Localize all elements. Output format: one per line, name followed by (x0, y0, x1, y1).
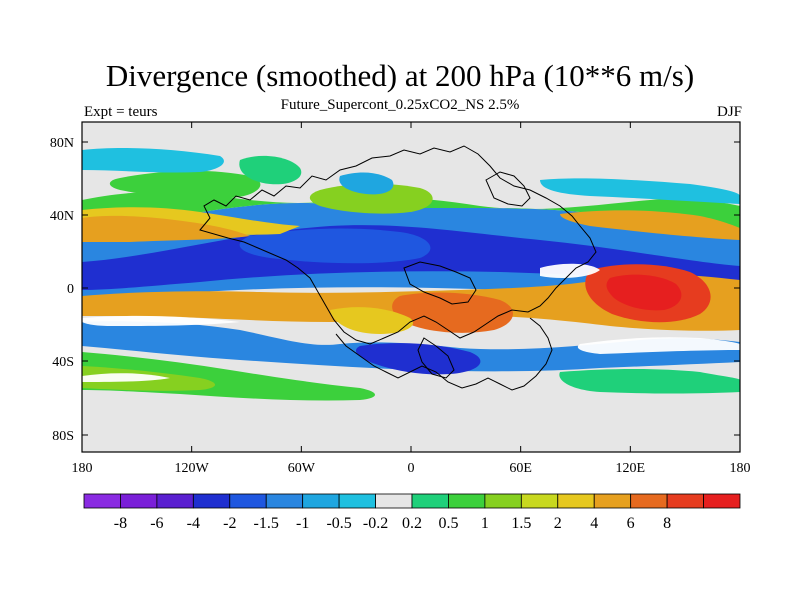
field-white-channel-4 (82, 373, 170, 382)
colorbar-swatch (83, 493, 121, 509)
chart-title: Divergence (smoothed) at 200 hPa (10**6 … (105, 58, 695, 93)
field-white-channel-2 (577, 337, 740, 354)
colorbar-swatch (120, 493, 158, 509)
map-panel: 80N 40N 0 40S 80S 180 120W 60W 0 60E 120E 180 (50, 121, 751, 476)
field-patch-blue-n (540, 178, 740, 204)
field-south-green-east (559, 369, 740, 394)
colorbar-swatch (411, 493, 449, 509)
season-label: DJF (716, 104, 742, 120)
lat-tick-label: 80S (52, 429, 74, 444)
colorbar-label: 0.5 (438, 515, 458, 532)
colorbar-label: 0.2 (402, 515, 422, 532)
field-north-orange-west (82, 215, 250, 242)
colorbar-swatch (703, 493, 741, 509)
colorbar-label: 8 (663, 515, 671, 532)
colorbar-label: -1.5 (254, 515, 279, 532)
colorbar-label: -6 (150, 515, 163, 532)
colorbar: -8 -6 -4 -2 -1.5 -1 -0.5 -0.2 0.2 0.5 1 1.5 2 4 6 8 (83, 493, 741, 532)
colorbar-label: 1 (481, 515, 489, 532)
coastlines (199, 145, 597, 391)
colorbar-label: -0.2 (363, 515, 388, 532)
field-white-channel-1 (82, 315, 240, 326)
lon-tick-label: 180 (72, 461, 93, 476)
lon-tick-label: 120W (175, 461, 210, 476)
colorbar-label: -2 (223, 515, 236, 532)
field-south-yellow-central (330, 307, 414, 334)
colorbar-swatch (448, 493, 486, 509)
lon-tick-label: 180 (730, 461, 751, 476)
field-south-darkred-east (606, 274, 682, 311)
lon-tick-label: 60W (288, 461, 316, 476)
chart-subtitle: Future_Supercont_0.25xCO2_NS 2.5% (280, 97, 520, 113)
field-patch-green-2 (309, 183, 433, 214)
colorbar-swatch (229, 493, 267, 509)
field-south-red-central (392, 292, 513, 333)
colorbar-swatch (484, 493, 522, 509)
colorbar-swatch (666, 493, 704, 509)
field-south-deep-blue (355, 343, 481, 375)
colorbar-swatch (302, 493, 340, 509)
colorbar-swatch (375, 493, 413, 509)
colorbar-label: 1.5 (511, 515, 531, 532)
longitude-axis: 180 120W 60W 0 60E 120E 180 (72, 122, 751, 476)
lon-tick-label: 60E (509, 461, 532, 476)
coastline-inlet-1 (403, 261, 477, 305)
colorbar-label: -1 (296, 515, 309, 532)
field-patch-blue-nc (339, 172, 394, 195)
lat-tick-label: 40N (50, 209, 74, 224)
colorbar-swatch (520, 493, 559, 509)
field-patch-blue-nw (82, 148, 224, 173)
experiment-label: Expt = teurs (84, 104, 158, 120)
latitude-axis: 80N 40N 0 40S 80S (50, 136, 740, 444)
field-north-dark-core (239, 228, 431, 264)
colorbar-swatch (265, 493, 304, 509)
coastline-inlet-3 (417, 337, 455, 379)
colorbar-swatch (630, 493, 668, 509)
colorbar-label: -8 (114, 515, 127, 532)
lat-tick-label: 80N (50, 136, 74, 151)
colorbar-swatch (156, 493, 194, 509)
coastline-south (335, 317, 553, 391)
lat-tick-label: 40S (52, 355, 74, 370)
colorbar-swatch (557, 493, 595, 509)
colorbar-swatch (192, 493, 231, 509)
field-patch-green-1 (109, 170, 261, 199)
coastline-north (199, 145, 597, 345)
colorbar-label: -0.5 (326, 515, 351, 532)
field-north-orange-east (560, 210, 740, 240)
colorbar-swatch (593, 493, 632, 509)
lat-tick-label: 0 (67, 282, 74, 297)
colorbar-label: 6 (627, 515, 635, 532)
lon-tick-label: 120E (616, 461, 646, 476)
colorbar-swatch (338, 493, 376, 509)
colorbar-label: 4 (590, 515, 598, 532)
field-white-channel-3 (540, 263, 600, 278)
coastline-inlet-2 (485, 171, 531, 207)
colorbar-label: -4 (187, 515, 200, 532)
field-patch-green-3 (239, 155, 302, 185)
lon-tick-label: 0 (408, 461, 415, 476)
field-north-green (82, 191, 740, 232)
colorbar-label: 2 (554, 515, 562, 532)
divergence-field (82, 148, 740, 401)
